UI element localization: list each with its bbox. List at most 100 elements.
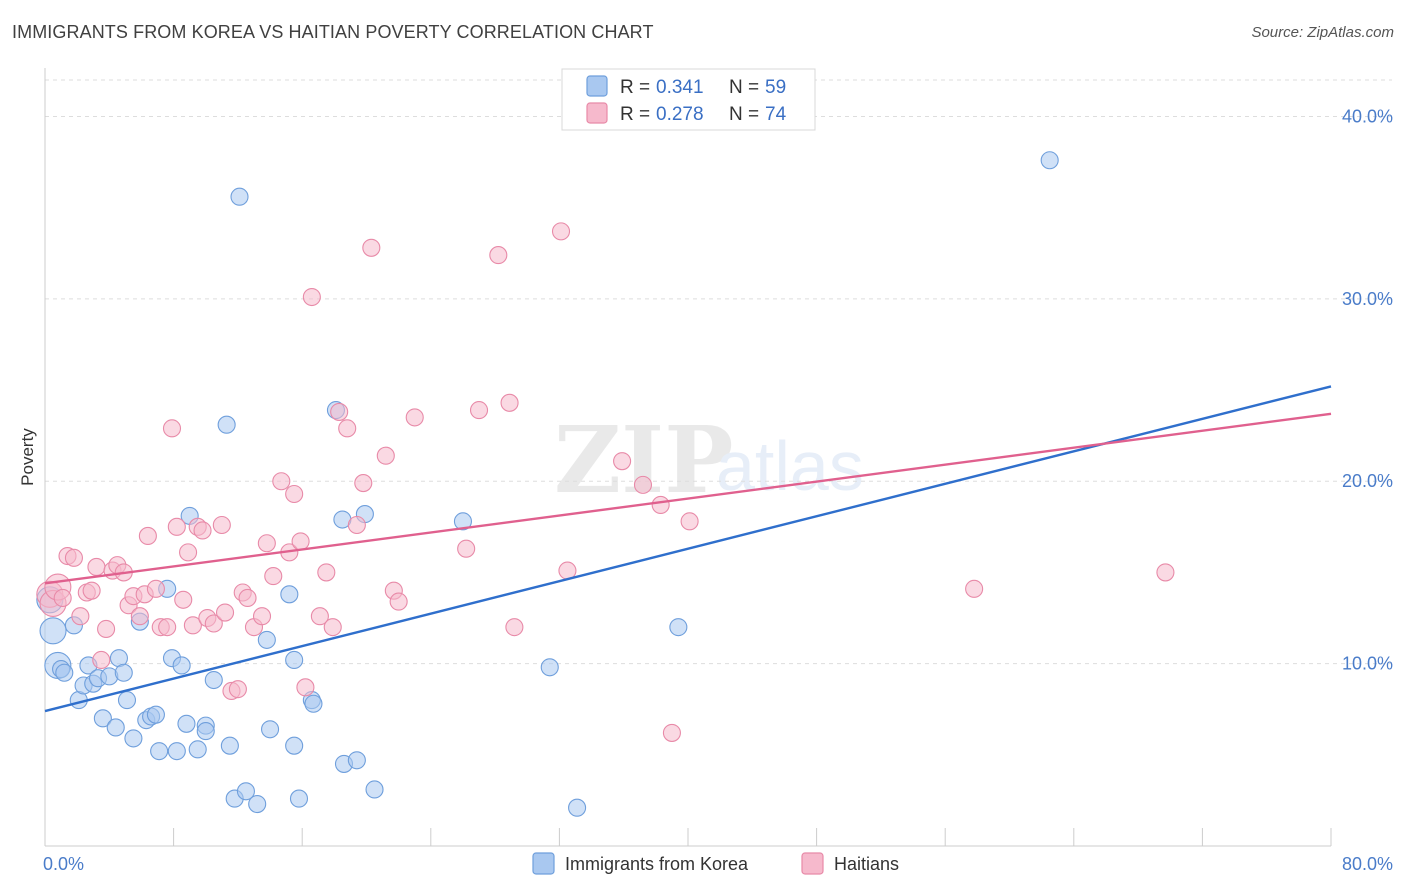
- legend-swatch-korea: [586, 75, 608, 97]
- korea-point: [248, 795, 267, 814]
- legend-r-value-haiti: 0.278: [656, 104, 704, 125]
- korea-point: [257, 630, 276, 649]
- y-tick-label: 30.0%: [1342, 289, 1393, 309]
- korea-point: [124, 729, 143, 748]
- chart-title: IMMIGRANTS FROM KOREA VS HAITIAN POVERTY…: [12, 22, 654, 42]
- haiti-point: [193, 521, 212, 540]
- haiti-point: [362, 238, 381, 257]
- korea-point: [146, 705, 165, 724]
- haiti-point: [662, 723, 681, 742]
- korea-point: [453, 512, 473, 531]
- korea-point: [347, 751, 366, 770]
- y-tick-label: 10.0%: [1342, 654, 1393, 674]
- haiti-point: [87, 557, 106, 577]
- y-tick-label: 40.0%: [1342, 106, 1393, 126]
- korea-point: [172, 656, 191, 675]
- haiti-point: [323, 618, 342, 637]
- haiti-point: [257, 534, 276, 553]
- x-tick-label-min: 0.0%: [43, 854, 84, 874]
- korea-points: [36, 151, 1059, 817]
- haiti-point: [212, 515, 231, 535]
- korea-point: [540, 658, 559, 677]
- korea-point: [106, 718, 125, 737]
- series-legend-swatch-haiti: [801, 852, 824, 875]
- gridlines: [45, 79, 1392, 665]
- legend-r-value-korea: 0.341: [656, 77, 704, 98]
- korea-point: [285, 650, 304, 670]
- korea-point: [217, 415, 236, 434]
- korea-point: [93, 709, 112, 728]
- haiti-point: [285, 484, 304, 504]
- series-legend-label-korea: Immigrants from Korea: [565, 854, 749, 874]
- haiti-point: [183, 616, 202, 635]
- legend-swatch-haiti: [586, 102, 608, 124]
- korea-trend-line: [44, 385, 1332, 713]
- haiti-point: [489, 246, 508, 265]
- haiti-point: [347, 515, 366, 535]
- korea-point: [39, 617, 67, 645]
- haiti-point: [138, 526, 157, 546]
- haiti-point: [389, 592, 408, 611]
- korea-point: [568, 798, 587, 817]
- korea-point: [1040, 151, 1059, 170]
- korea-point: [365, 780, 384, 799]
- haiti-point: [551, 222, 571, 241]
- haiti-point: [215, 603, 235, 622]
- korea-point: [289, 789, 309, 808]
- haiti-point: [296, 678, 315, 697]
- haiti-point: [680, 512, 699, 531]
- korea-point: [167, 742, 186, 761]
- series-legend-swatch-korea: [532, 852, 555, 875]
- legend-n-value-haiti: 74: [765, 104, 787, 125]
- haiti-point: [354, 474, 373, 493]
- x-tick-label-max: 80.0%: [1342, 854, 1393, 874]
- legend-n-value-korea: 59: [765, 77, 786, 98]
- haiti-point: [469, 401, 489, 420]
- haiti-point: [238, 588, 257, 608]
- haiti-point: [92, 650, 111, 670]
- source-credit: Source: ZipAtlas.com: [1251, 24, 1394, 41]
- korea-point: [177, 714, 196, 733]
- haiti-point: [97, 619, 116, 639]
- haiti-point: [53, 588, 72, 608]
- korea-point: [280, 585, 299, 604]
- korea-point: [55, 663, 74, 682]
- korea-point: [669, 618, 688, 637]
- haiti-point: [965, 579, 984, 598]
- haiti-point: [162, 419, 182, 438]
- correlation-legend: R = 0.341 N = 59 R = 0.278 N = 74: [561, 68, 816, 131]
- korea-point: [188, 740, 207, 759]
- watermark-zip: ZIP: [554, 406, 733, 514]
- haiti-point: [272, 472, 291, 491]
- y-tick-label: 20.0%: [1342, 471, 1393, 491]
- korea-point: [230, 187, 249, 206]
- haiti-point: [633, 475, 653, 494]
- haiti-point: [330, 402, 349, 421]
- haiti-point: [64, 548, 83, 567]
- haiti-point: [252, 607, 272, 626]
- haiti-point: [505, 618, 524, 637]
- haiti-point: [376, 446, 395, 465]
- haiti-point: [302, 287, 321, 307]
- haiti-point: [82, 581, 101, 600]
- haiti-point: [291, 532, 310, 551]
- haiti-point: [167, 517, 186, 536]
- x-axis-ticks: [44, 828, 1332, 846]
- korea-point: [204, 670, 223, 690]
- watermark-atlas: atlas: [716, 427, 864, 505]
- haiti-point: [317, 563, 336, 582]
- korea-point: [304, 694, 323, 713]
- y-axis-tick-labels: 10.0% 20.0% 30.0% 40.0%: [1342, 106, 1393, 673]
- haiti-point: [179, 543, 198, 562]
- korea-point: [220, 736, 239, 755]
- haiti-point: [264, 567, 283, 586]
- korea-point: [117, 691, 137, 710]
- haiti-point: [146, 579, 165, 598]
- haiti-point: [130, 607, 149, 626]
- haiti-points: [36, 222, 1175, 742]
- trend-lines: [44, 385, 1332, 713]
- haiti-point: [338, 419, 357, 438]
- y-axis-title: Poverty: [18, 428, 37, 486]
- legend-n-label-korea: N =: [729, 77, 759, 98]
